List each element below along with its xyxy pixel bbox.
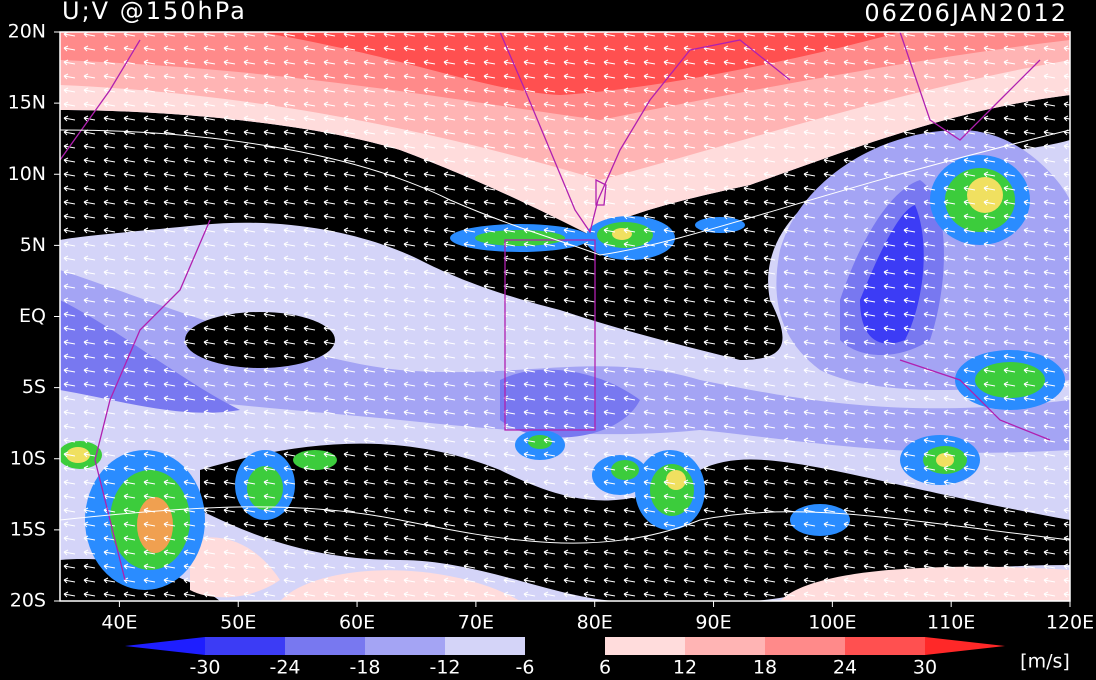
y-tick-label: 15S <box>10 518 46 540</box>
y-tick-label: 10N <box>8 163 46 185</box>
x-tick-label: 110E <box>927 612 975 634</box>
x-tick-label: 100E <box>808 612 856 634</box>
colorbar-arrow <box>925 637 1005 655</box>
contours <box>60 129 1070 544</box>
map-field <box>60 32 1070 601</box>
x-tick-label: 120E <box>1046 612 1094 634</box>
colorbar-label: 6 <box>599 657 611 679</box>
y-tick-label: EQ <box>19 305 46 327</box>
colorbar-segment <box>685 637 765 655</box>
colorbar-label: 12 <box>673 657 697 679</box>
y-tick-label: 5S <box>22 376 46 398</box>
colorbar-segment <box>445 637 525 655</box>
colorbar-segment <box>525 637 605 655</box>
colorbar-label: 24 <box>833 657 857 679</box>
y-tick-label: 10S <box>10 447 46 469</box>
valid-time: 06Z06JAN2012 <box>864 0 1068 27</box>
colorbar-label: -6 <box>516 657 535 679</box>
colorbar-unit: [m/s] <box>1020 651 1070 673</box>
colorbar-segment <box>845 637 925 655</box>
x-tick-label: 80E <box>577 612 613 634</box>
colorbar-segment <box>205 637 285 655</box>
y-tick-label: 20N <box>8 21 46 43</box>
x-tick-label: 90E <box>695 612 731 634</box>
x-tick-label: 40E <box>101 612 137 634</box>
map-title: U;V @150hPa <box>62 0 247 25</box>
colorbar-label: -12 <box>429 657 460 679</box>
colorbar-label: -30 <box>189 657 220 679</box>
colorbar-label: 30 <box>913 657 937 679</box>
y-tick-label: 5N <box>20 234 46 256</box>
colorbar-segment <box>605 637 685 655</box>
y-tick-label: 15N <box>8 92 46 114</box>
colorbar-label: -18 <box>349 657 380 679</box>
y-tick-label: 20S <box>10 590 46 612</box>
x-tick-label: 50E <box>220 612 256 634</box>
colorbar-label: 18 <box>753 657 777 679</box>
colorbar-label: -24 <box>269 657 300 679</box>
x-tick-label: 70E <box>458 612 494 634</box>
colorbar-segment <box>765 637 845 655</box>
colorbar-arrow <box>125 637 205 655</box>
coastlines <box>60 32 1051 581</box>
colorbar-segment <box>285 637 365 655</box>
colorbar-segment <box>365 637 445 655</box>
x-tick-label: 60E <box>339 612 375 634</box>
